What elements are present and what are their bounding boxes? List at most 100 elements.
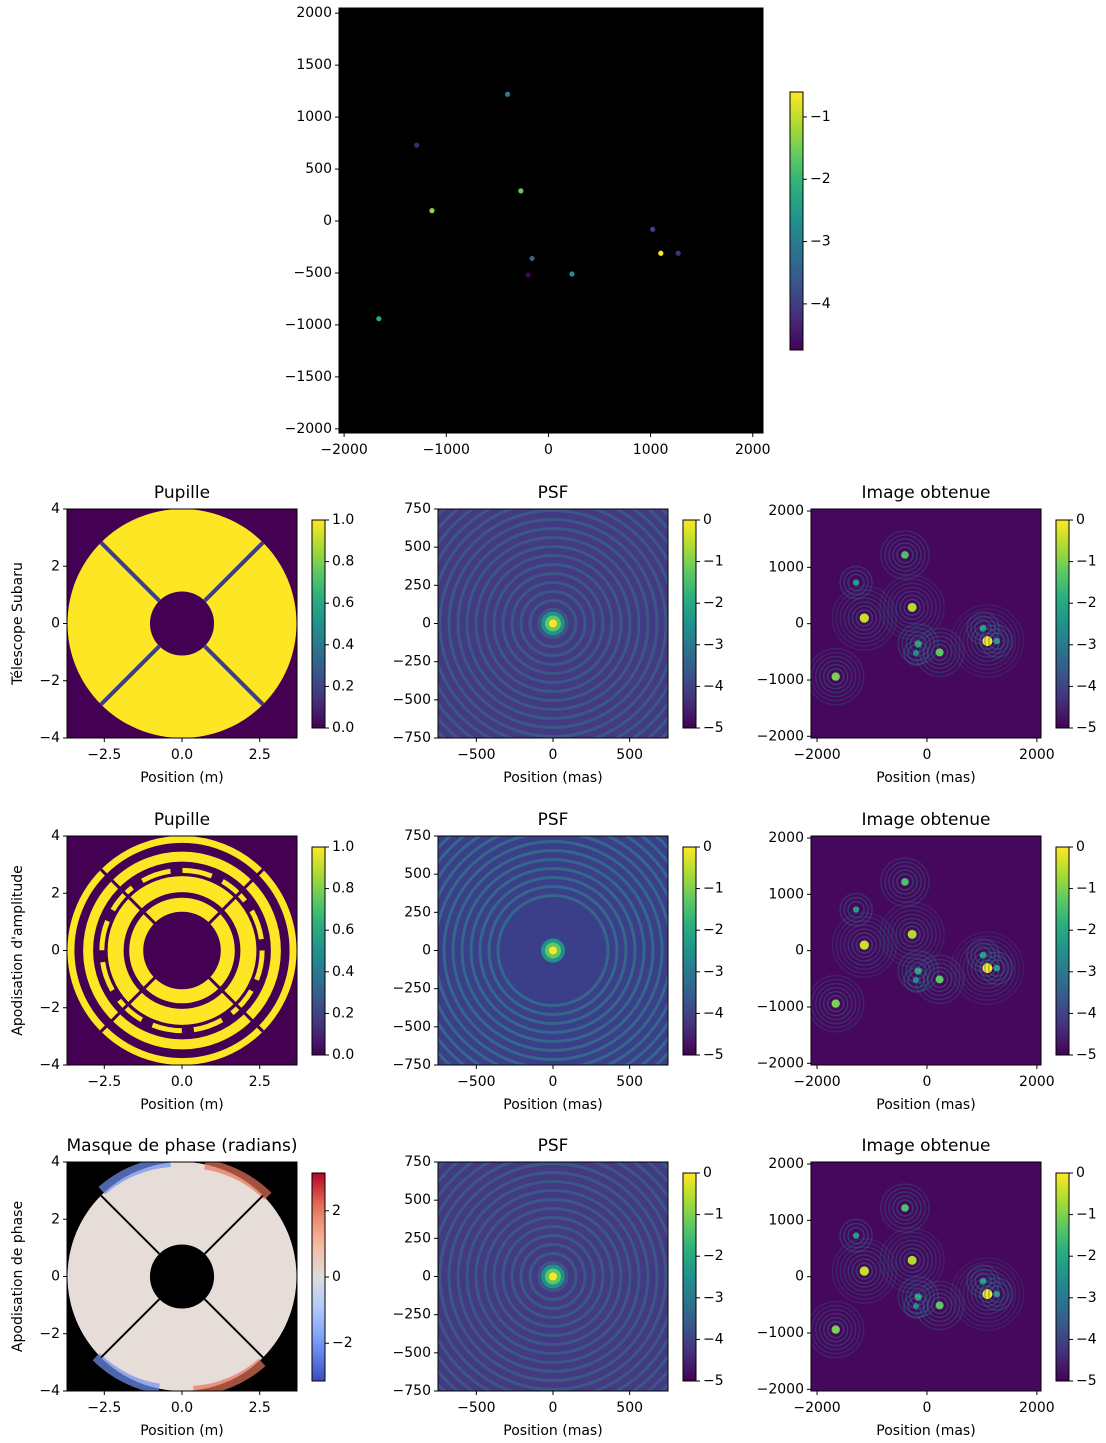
image-shape bbox=[914, 954, 965, 1005]
image-shape bbox=[822, 1316, 849, 1343]
image-shape bbox=[884, 534, 926, 576]
image-shape bbox=[966, 1273, 1009, 1315]
plot-area bbox=[339, 8, 763, 433]
y-tick-label: −750 bbox=[393, 1383, 431, 1399]
image-shape bbox=[492, 563, 614, 684]
image-shape bbox=[903, 925, 921, 944]
colorbar-tick-label: −3 bbox=[810, 234, 831, 250]
image-shape bbox=[899, 921, 925, 948]
colorbar-gradient bbox=[311, 846, 326, 1056]
image-shape bbox=[519, 1243, 587, 1310]
image-shape bbox=[887, 909, 937, 960]
image-shape bbox=[980, 951, 1014, 985]
image-shape bbox=[492, 1216, 614, 1337]
image-shape bbox=[835, 916, 894, 974]
image-shape bbox=[892, 869, 918, 895]
image-shape bbox=[922, 1288, 957, 1323]
y-tick-label: 0 bbox=[422, 943, 431, 959]
image-shape bbox=[487, 885, 619, 1016]
image-shape bbox=[950, 931, 1025, 1005]
colorbar-tick-label: −2 bbox=[703, 595, 724, 611]
image-shape bbox=[814, 1308, 857, 1351]
image-shape bbox=[891, 586, 933, 629]
image-shape bbox=[203, 972, 265, 1033]
axes: −2000 0 2000 −2000 −1000 0 1000 2000 Image obten… bbox=[757, 483, 1055, 786]
colorbar-tick-label: −3 bbox=[1076, 964, 1097, 980]
image-shape bbox=[847, 1226, 865, 1245]
image-shape bbox=[537, 608, 569, 639]
colorbar-tick-label: 0.4 bbox=[332, 637, 354, 653]
colorbar: 0.0 0.2 0.4 0.6 0.8 1.0 bbox=[311, 839, 354, 1063]
image-shape bbox=[843, 924, 886, 966]
image-shape bbox=[905, 1284, 931, 1310]
image-shape bbox=[966, 947, 1009, 989]
image-shape bbox=[99, 644, 161, 706]
y-tick-label: 1000 bbox=[768, 886, 804, 902]
y-tick-label: −1000 bbox=[757, 672, 804, 688]
star-spot bbox=[901, 551, 909, 559]
x-tick-label: 0 bbox=[923, 1400, 932, 1416]
y-tick-label: 750 bbox=[404, 501, 431, 517]
image-shape bbox=[880, 530, 930, 580]
y-tick-label: 1000 bbox=[296, 109, 332, 125]
axes-title: Masque de phase (radians) bbox=[67, 1136, 298, 1156]
colorbar-gradient bbox=[1055, 1172, 1070, 1382]
x-tick-label: −2000 bbox=[793, 1400, 840, 1416]
image-shape bbox=[847, 900, 865, 919]
image-shape bbox=[537, 1261, 569, 1292]
colorbar-gradient bbox=[1055, 519, 1070, 729]
colorbar-tick-label: −1 bbox=[810, 109, 831, 125]
y-tick-label: −1000 bbox=[757, 1325, 804, 1341]
axes: −2.5 0.0 2.5 −4 −2 0 2 4 Pupille Position (m) Téle… bbox=[10, 483, 298, 786]
colorbar-tick-label: 2 bbox=[332, 1203, 341, 1219]
y-tick-label: −1500 bbox=[285, 369, 332, 385]
image-shape bbox=[203, 1298, 264, 1359]
colorbar-tick-label: 0 bbox=[1076, 839, 1085, 855]
star-spot bbox=[907, 929, 917, 939]
x-tick-label: 0 bbox=[549, 747, 558, 763]
image-shape bbox=[888, 538, 922, 572]
image-shape bbox=[98, 1162, 171, 1195]
colorbar-tick-label: −1 bbox=[703, 554, 724, 570]
image-background bbox=[811, 509, 1041, 738]
colorbar-tick-label: −4 bbox=[1076, 678, 1097, 694]
scatter-point bbox=[675, 250, 681, 256]
image-shape bbox=[954, 935, 1021, 1001]
image-shape bbox=[193, 1358, 266, 1391]
star-spot bbox=[907, 1255, 917, 1265]
image-shape bbox=[907, 1297, 925, 1315]
image-shape bbox=[887, 1235, 937, 1286]
image-shape bbox=[899, 594, 925, 621]
y-tick-label: −250 bbox=[393, 654, 431, 670]
image-shape bbox=[826, 667, 845, 686]
image-shape bbox=[980, 624, 1014, 658]
colorbar-tick-label: −4 bbox=[1076, 1331, 1097, 1347]
x-tick-label: 500 bbox=[616, 1400, 643, 1416]
y-axis-label: Apodisation de phase bbox=[10, 1201, 26, 1352]
axes-title: Image obtenue bbox=[862, 810, 991, 830]
image-shape bbox=[831, 1238, 898, 1304]
image-shape bbox=[966, 620, 1009, 662]
scatter-point bbox=[525, 272, 531, 278]
colorbar-tick-label: −4 bbox=[810, 296, 831, 312]
x-tick-label: −2.5 bbox=[87, 1400, 121, 1416]
colorbar-tick-label: −1 bbox=[1076, 1207, 1097, 1223]
colorbar-tick-label: −5 bbox=[1076, 720, 1097, 736]
y-tick-label: −2000 bbox=[757, 1381, 804, 1397]
image-shape bbox=[896, 873, 914, 891]
colorbar-tick-label: −5 bbox=[703, 1373, 724, 1389]
star-spot bbox=[979, 1277, 987, 1285]
image-shape bbox=[988, 632, 1006, 650]
image-shape bbox=[847, 1254, 882, 1288]
plot-area bbox=[438, 836, 668, 1065]
colorbar-tick-label: −2 bbox=[1076, 922, 1097, 938]
image-shape bbox=[988, 959, 1006, 977]
x-tick-label: −500 bbox=[457, 1074, 495, 1090]
colorbar-tick-label: −3 bbox=[703, 637, 724, 653]
star-spot bbox=[831, 672, 840, 681]
image-shape bbox=[839, 892, 873, 927]
colorbar-tick-label: −5 bbox=[1076, 1047, 1097, 1063]
image-background bbox=[811, 1162, 1041, 1391]
image-shape bbox=[203, 868, 265, 929]
star-spot bbox=[935, 648, 944, 657]
